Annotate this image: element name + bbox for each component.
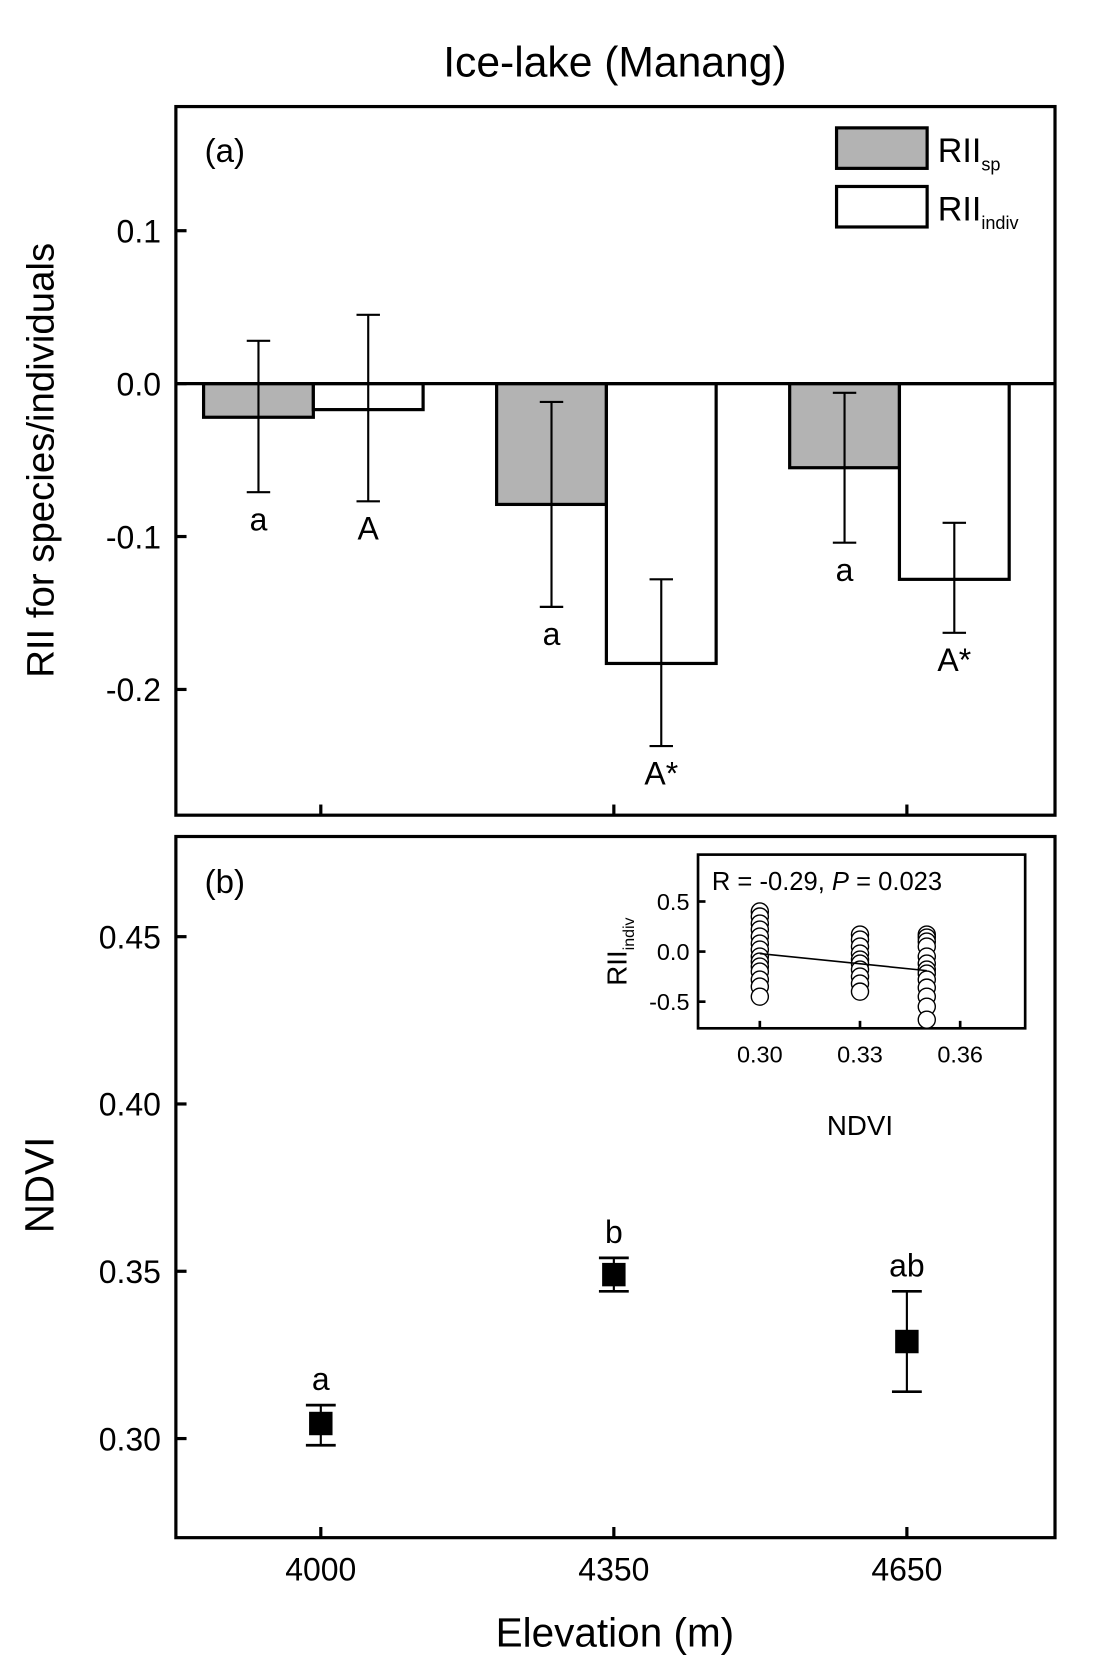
y-tick-label: 0.30 <box>99 1421 161 1457</box>
panel-a-label: (a) <box>205 132 245 169</box>
inset-x-axis-label: NDVI <box>827 1110 893 1141</box>
significance-letter: a <box>312 1361 330 1397</box>
data-point <box>895 1329 919 1354</box>
significance-letter: a <box>250 502 268 538</box>
data-point <box>602 1262 626 1287</box>
significance-letter: a <box>836 552 854 588</box>
inset-y-tick-label: 0.5 <box>657 889 690 915</box>
y-tick-label: 0.45 <box>99 919 161 955</box>
x-axis-label: Elevation (m) <box>496 1609 734 1655</box>
inset-x-tick-label: 0.36 <box>937 1041 983 1067</box>
y-tick-label: 0.0 <box>117 366 161 402</box>
inset-annotation: R = -0.29, P = 0.023 <box>712 868 942 896</box>
y-axis-label-b: NDVI <box>16 1137 62 1234</box>
significance-letter: ab <box>889 1247 925 1283</box>
y-tick-label: -0.2 <box>106 672 161 708</box>
legend-swatch <box>834 126 929 170</box>
significance-letter: A* <box>937 642 971 678</box>
inset-data-point <box>750 987 770 1006</box>
y-tick-label: 0.40 <box>99 1087 161 1123</box>
legend-label: RIIindiv <box>938 191 1019 234</box>
figure-title: Ice-lake (Manang) <box>443 39 786 87</box>
x-tick-label: 4650 <box>871 1551 942 1587</box>
legend-label: RIIsp <box>938 132 1001 175</box>
y-tick-label: -0.1 <box>106 519 161 555</box>
inset-data-point <box>850 982 870 1001</box>
panel-b-label: (b) <box>205 863 245 900</box>
significance-letter: A* <box>644 755 678 791</box>
significance-letter: b <box>605 1214 623 1250</box>
inset-x-tick-label: 0.33 <box>837 1041 883 1067</box>
inset-data-point <box>917 1010 936 1029</box>
inset-y-tick-label: -0.5 <box>649 989 689 1015</box>
inset-scatter: 0.5 0.0 -0.5 0.30 0.33 0.36 R = -0.29, P = 0.0… <box>602 853 1027 1141</box>
data-point <box>309 1411 333 1436</box>
panel-a: 0.1 0.0 -0.1 -0.2 a a a A A* A* RIIsp RIIindiv <box>106 104 1057 817</box>
inset-fit-line <box>759 952 927 972</box>
significance-letter: a <box>543 616 561 652</box>
x-tick-label: 4000 <box>285 1551 356 1587</box>
inset-y-axis-label: RIIindiv <box>602 917 638 985</box>
legend-swatch <box>834 184 929 229</box>
y-axis-label-a: RII for species/individuals <box>19 243 62 678</box>
y-tick-label: 0.1 <box>117 213 161 249</box>
significance-letter: A <box>358 511 380 547</box>
inset-x-tick-label: 0.30 <box>737 1041 783 1067</box>
x-tick-label: 4350 <box>578 1551 649 1587</box>
y-tick-label: 0.35 <box>99 1254 161 1290</box>
inset-y-tick-label: 0.0 <box>657 939 690 965</box>
